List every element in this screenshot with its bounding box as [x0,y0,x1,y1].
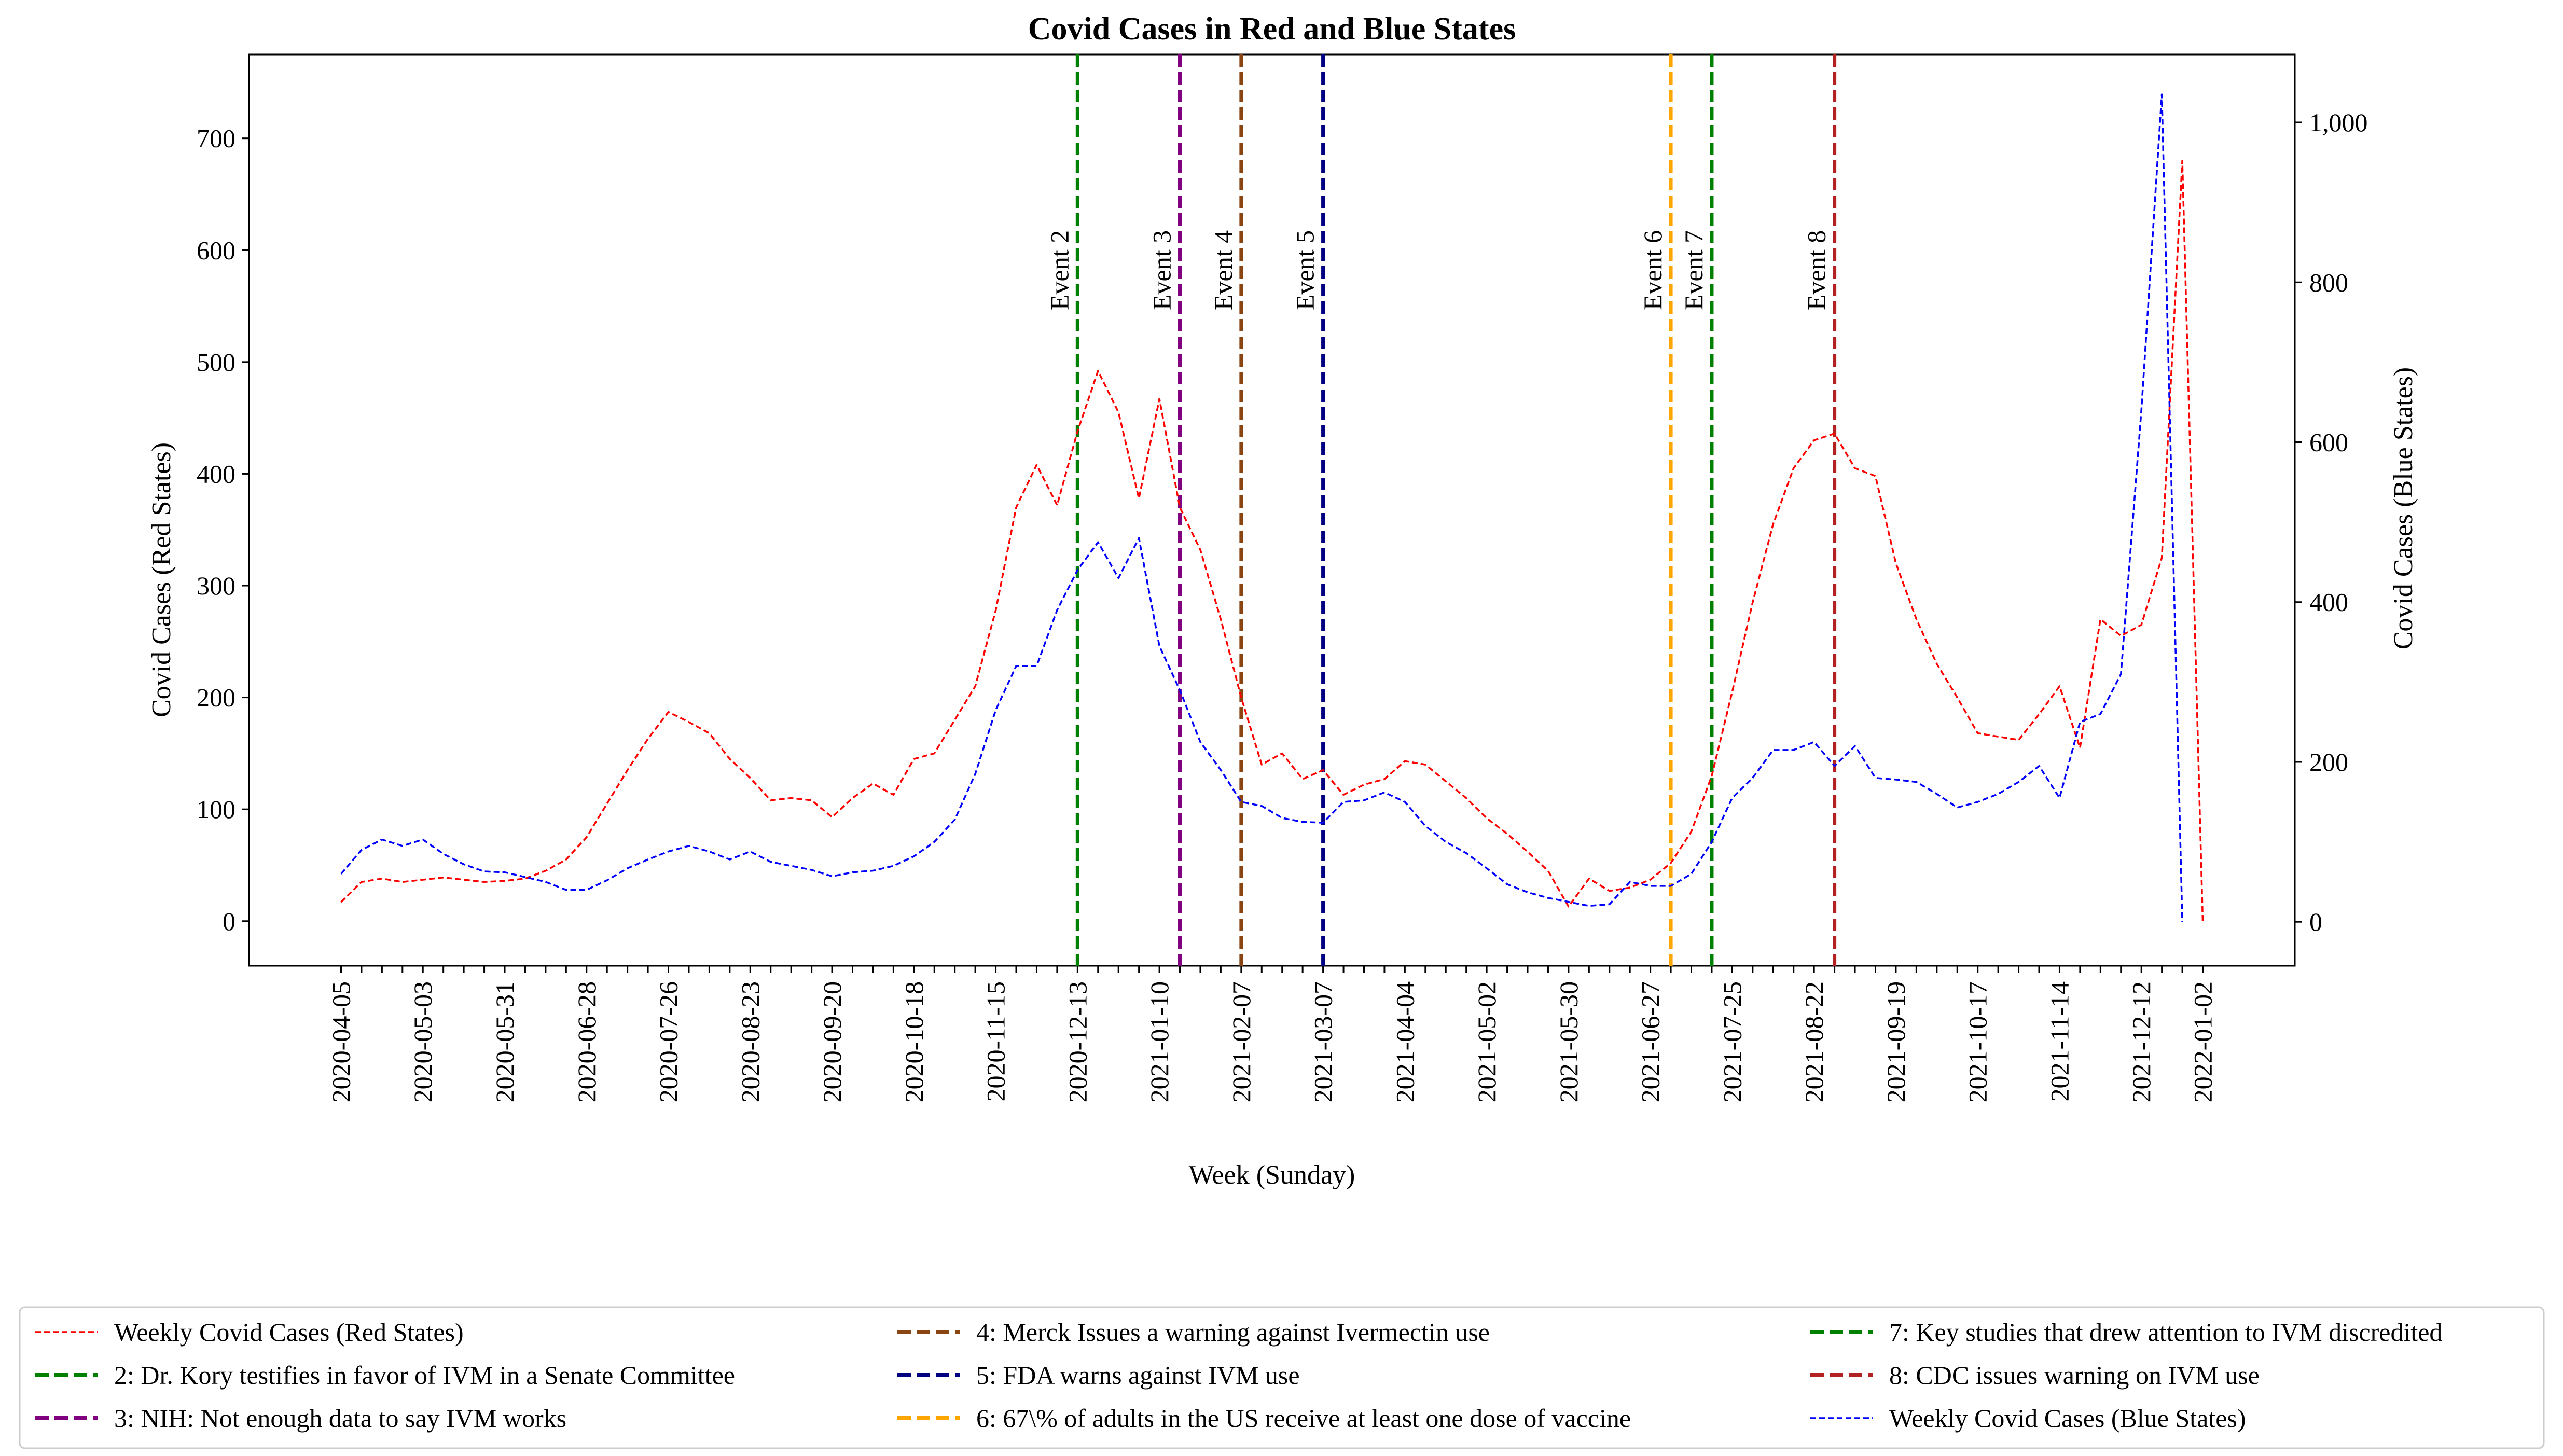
x-tick-label: 2020-06-28 [572,981,601,1102]
x-tick-label: 2021-04-04 [1390,981,1419,1102]
y-right-tick-label: 800 [2309,268,2348,297]
legend-item-label: 3: NIH: Not enough data to say IVM works [114,1404,566,1433]
x-tick-label: 2020-09-20 [818,981,847,1102]
y-right-tick-label: 0 [2309,907,2322,936]
y-right-tick-label: 400 [2309,588,2348,617]
y-axis-right-label: Covid Cases (Blue States) [2389,367,2418,650]
x-tick-label: 2020-12-13 [1063,981,1092,1102]
x-tick-label: 2020-05-31 [490,981,519,1102]
event-label: Event 2 [1045,230,1074,310]
x-tick-label: 2021-06-27 [1636,981,1665,1102]
legend-item-label: 7: Key studies that drew attention to IV… [1889,1318,2442,1347]
legend-item-label: 8: CDC issues warning on IVM use [1889,1361,2260,1390]
legend-item-label: Weekly Covid Cases (Red States) [114,1318,464,1347]
y-left-tick-label: 0 [223,907,235,936]
y-left-tick-label: 200 [197,683,235,712]
event-label: Event 4 [1209,230,1238,310]
y-left-tick-label: 700 [197,124,235,153]
x-tick-label: 2021-07-25 [1717,981,1747,1102]
x-tick-label: 2020-10-18 [899,981,929,1102]
event-label: Event 7 [1679,230,1708,310]
x-tick-label: 2020-08-23 [736,981,765,1102]
x-tick-label: 2021-03-07 [1309,981,1338,1102]
x-tick-label: 2020-04-05 [326,981,355,1102]
x-tick-label: 2021-08-22 [1799,981,1828,1102]
x-tick-label: 2022-01-02 [2188,981,2218,1102]
x-tick-label: 2021-12-12 [2127,981,2156,1102]
chart-title: Covid Cases in Red and Blue States [1028,11,1516,47]
x-tick-label: 2020-11-15 [981,981,1010,1101]
x-tick-label: 2021-01-10 [1145,981,1174,1102]
legend-frame [19,1306,2545,1449]
x-tick-label: 2021-05-30 [1554,981,1583,1102]
y-right-tick-label: 200 [2309,747,2348,776]
legend-item-label: 6: 67\% of adults in the US receive at l… [976,1404,1631,1433]
legend-item-label: 5: FDA warns against IVM use [976,1361,1300,1390]
y-left-tick-label: 500 [197,348,235,377]
x-tick-label: 2021-11-14 [2045,981,2074,1101]
x-tick-label: 2020-07-26 [654,981,683,1102]
y-left-tick-label: 600 [197,235,235,265]
series-line-blue-states [340,93,2183,922]
y-right-tick-label: 1,000 [2309,108,2368,137]
x-tick-label: 2021-09-19 [1881,981,1910,1102]
y-left-tick-label: 100 [197,795,235,824]
y-left-tick-label: 400 [197,459,235,488]
event-label: Event 6 [1638,230,1667,310]
y-axis-left-label: Covid Cases (Red States) [147,442,176,717]
event-label: Event 5 [1291,230,1320,310]
y-left-tick-label: 300 [197,571,235,600]
legend: Weekly Covid Cases (Red States) 2: Dr. Ko… [19,1306,2545,1449]
x-tick-label: 2020-05-03 [408,981,437,1102]
event-label: Event 3 [1147,230,1176,310]
series-line-red-states [340,160,2204,921]
y-right-tick-label: 600 [2309,427,2348,456]
plot-frame [248,53,2296,967]
legend-item-label: 4: Merck Issues a warning against Iverme… [976,1318,1490,1347]
legend-item-label: 2: Dr. Kory testifies in favor of IVM in… [114,1361,735,1390]
x-tick-label: 2021-02-07 [1227,981,1256,1102]
x-tick-label: 2021-05-02 [1472,981,1501,1102]
x-tick-label: 2021-10-17 [1963,981,1992,1102]
event-label: Event 8 [1802,230,1831,310]
x-axis-label: Week (Sunday) [1189,1160,1355,1190]
plot-area: 0 100 200 300 400 500 600 700 0 200 400 600 800 1,000… [197,53,2368,1102]
legend-item-label: Weekly Covid Cases (Blue States) [1889,1404,2246,1433]
